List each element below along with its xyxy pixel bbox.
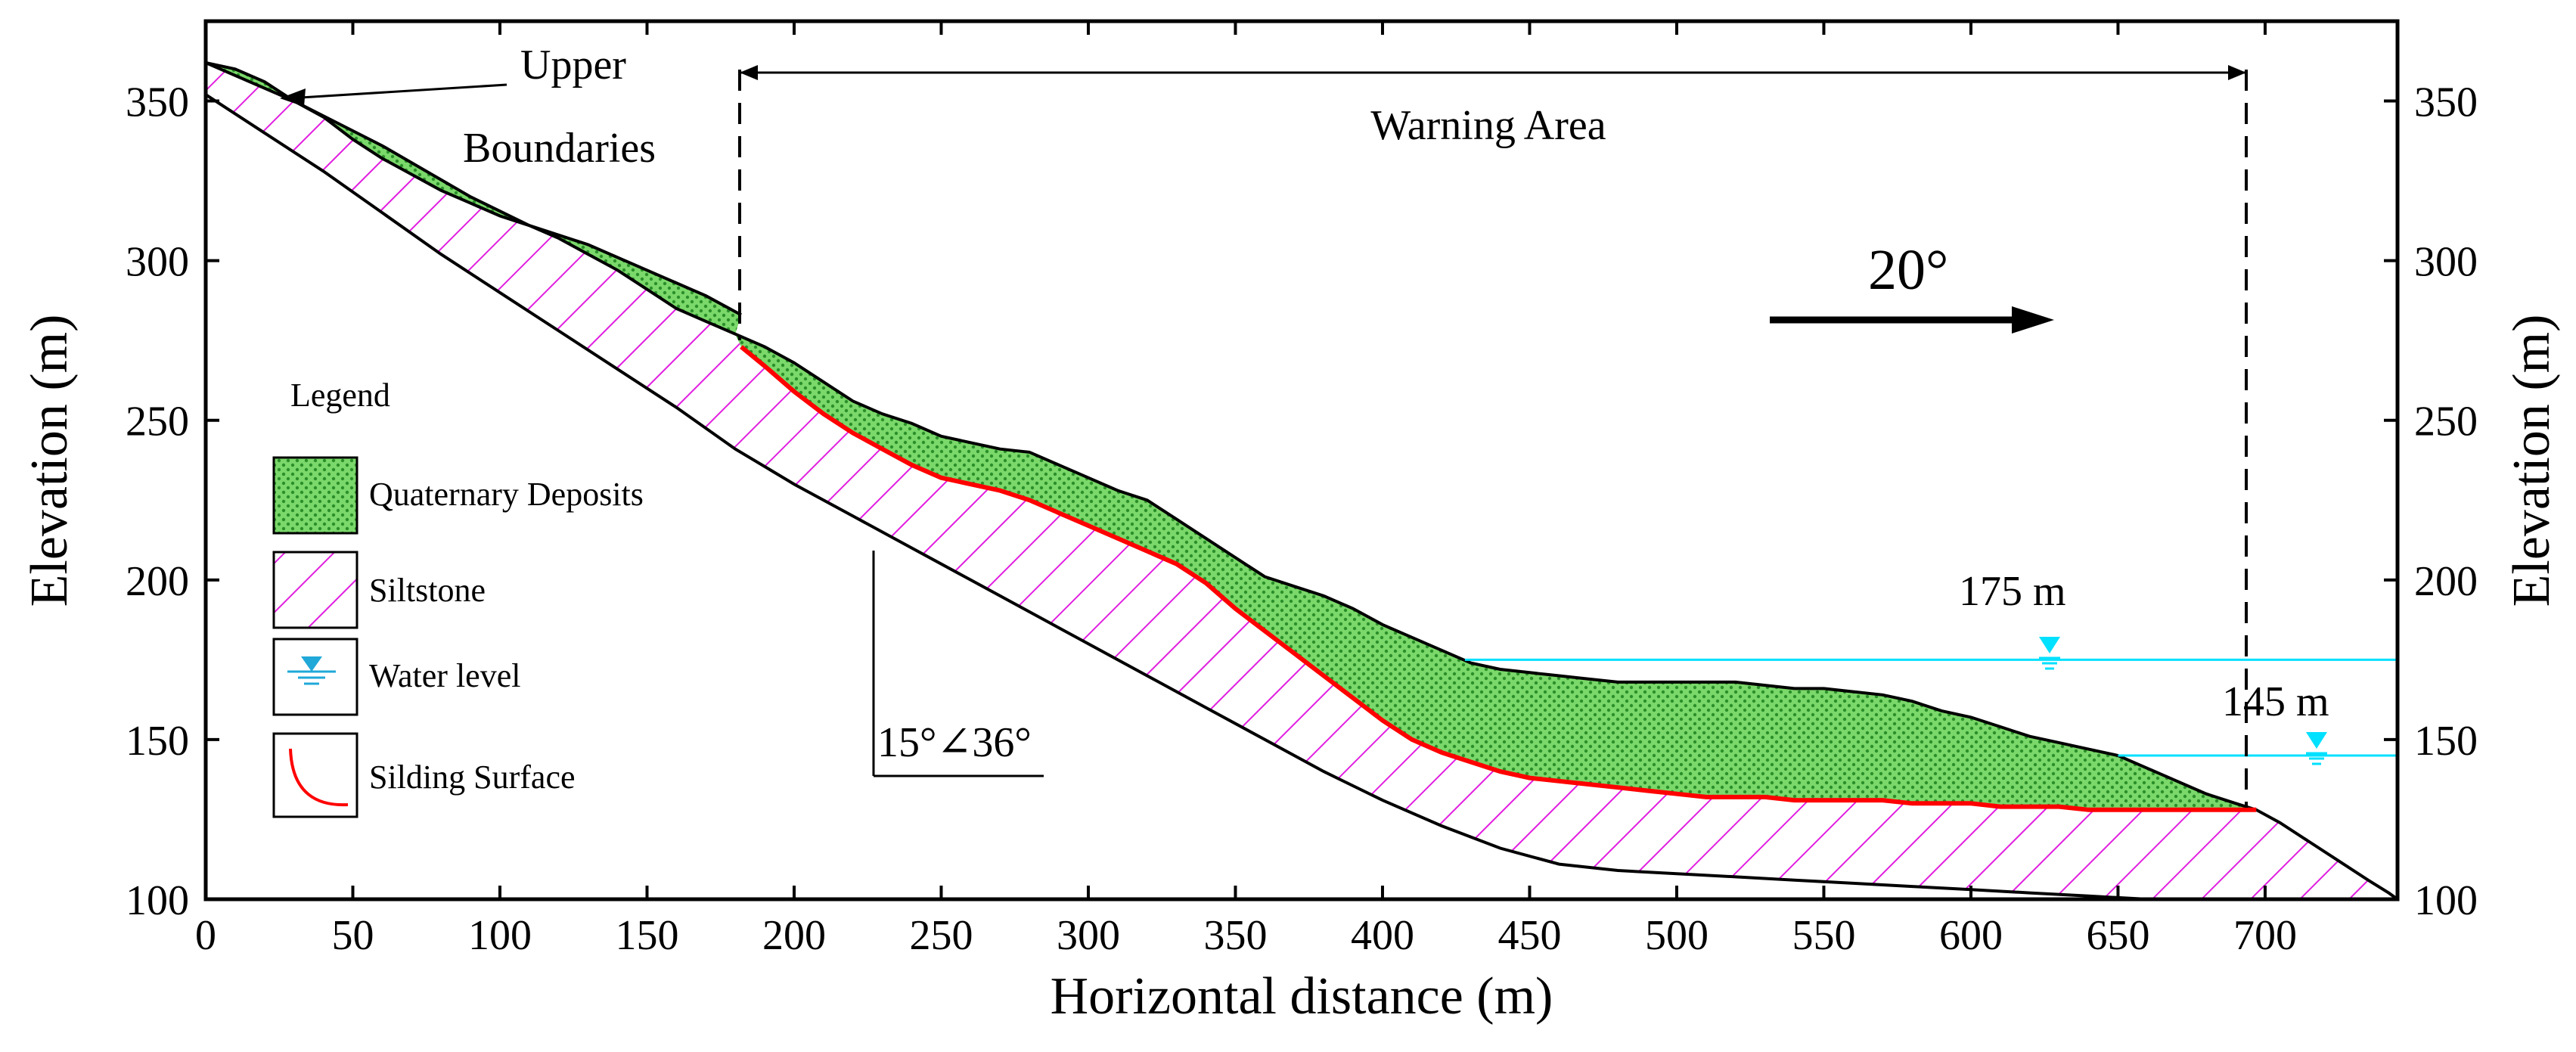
legend: Legend Quaternary Deposits Siltstone Wat… (272, 377, 644, 818)
upper-boundaries-arrow-line (288, 83, 507, 100)
x-axis-title: Horizontal distance (m) (1051, 967, 1553, 1026)
warning-area-arrow-right (2228, 65, 2246, 80)
x-tick-label: 550 (1792, 912, 1855, 959)
x-tick-label: 150 (615, 912, 678, 959)
y-tick-label-left: 350 (126, 79, 189, 126)
upper-boundaries-arrow-head (280, 88, 306, 107)
sliding-surface-icon (289, 748, 349, 807)
x-tick-label: 350 (1203, 912, 1267, 959)
water-level-175-symbol (2039, 637, 2060, 670)
legend-label-sliding-surface: Silding Surface (369, 759, 576, 796)
x-tick-label: 300 (1057, 912, 1120, 959)
profile-layers (206, 61, 2398, 899)
legend-label-siltstone: Siltstone (369, 572, 486, 609)
water-level-175-label: 175 m (1959, 568, 2066, 615)
y-tick-label-left: 150 (126, 718, 189, 765)
y-tick-label-right: 350 (2414, 79, 2478, 126)
y-tick-label-right: 300 (2414, 239, 2478, 286)
x-tick-label: 200 (762, 912, 826, 959)
x-tick-label: 0 (195, 912, 216, 959)
x-tick-label: 650 (2086, 912, 2149, 959)
legend-swatch-siltstone (272, 551, 358, 629)
y-axis-title-left: Elevation (m) (20, 315, 79, 607)
x-tick-label: 400 (1351, 912, 1414, 959)
x-tick-label: 100 (468, 912, 532, 959)
warning-area-arrow-left (740, 65, 758, 80)
x-tick-label: 50 (331, 912, 374, 959)
siltstone-layer (206, 62, 2398, 899)
water-level-icon (287, 656, 336, 685)
y-tick-label-left: 200 (126, 558, 189, 605)
x-tick-label: 250 (909, 912, 973, 959)
upper-boundaries-label-line1: Upper (520, 42, 626, 88)
water-level-lines (1464, 658, 2398, 757)
legend-title: Legend (290, 377, 390, 414)
dip-direction-arrow-head (2012, 306, 2054, 334)
attitude-label: 15°∠36° (877, 719, 1032, 766)
y-tick-label-right: 150 (2414, 718, 2478, 765)
y-axis-ticks: 100 100 150 150 200 200 250 250 300 300 350 350 (126, 79, 2478, 924)
dip-direction-label: 20° (1868, 238, 1948, 302)
x-axis-ticks: 0 50 100 150 200 250 300 350 400 450 500 550 600 650 7… (195, 21, 2297, 959)
y-axis-title-right: Elevation (m) (2503, 315, 2561, 607)
x-tick-label: 450 (1497, 912, 1561, 959)
water-level-145-label: 145 m (2222, 678, 2329, 725)
quaternary-deposits-layer (735, 334, 2257, 810)
y-tick-label-left: 250 (126, 399, 189, 445)
warning-area-label: Warning Area (1370, 102, 1606, 149)
legend-swatch-quaternary-deposits (272, 456, 358, 535)
ground-surface-line (206, 61, 2398, 899)
plot-frame (203, 19, 2400, 901)
y-tick-label-right: 100 (2414, 877, 2478, 924)
y-tick-label-right: 250 (2414, 399, 2478, 445)
y-tick-label-left: 100 (126, 877, 189, 924)
x-tick-label: 700 (2233, 912, 2297, 959)
bedrock-boundary-line (206, 93, 2398, 899)
legend-label-water-level: Water level (369, 657, 520, 694)
upper-boundary-line (206, 61, 742, 317)
legend-swatch-sliding-surface (272, 732, 358, 818)
y-tick-label-right: 200 (2414, 558, 2478, 605)
sliding-surface-line (740, 345, 2257, 812)
x-tick-label: 600 (1939, 912, 2003, 959)
x-tick-label: 500 (1645, 912, 1709, 959)
upper-boundaries-label-line2: Boundaries (463, 125, 656, 172)
y-tick-label-left: 300 (126, 239, 189, 286)
water-level-145-symbol (2306, 732, 2327, 765)
legend-label-quaternary-deposits: Quaternary Deposits (369, 476, 644, 513)
